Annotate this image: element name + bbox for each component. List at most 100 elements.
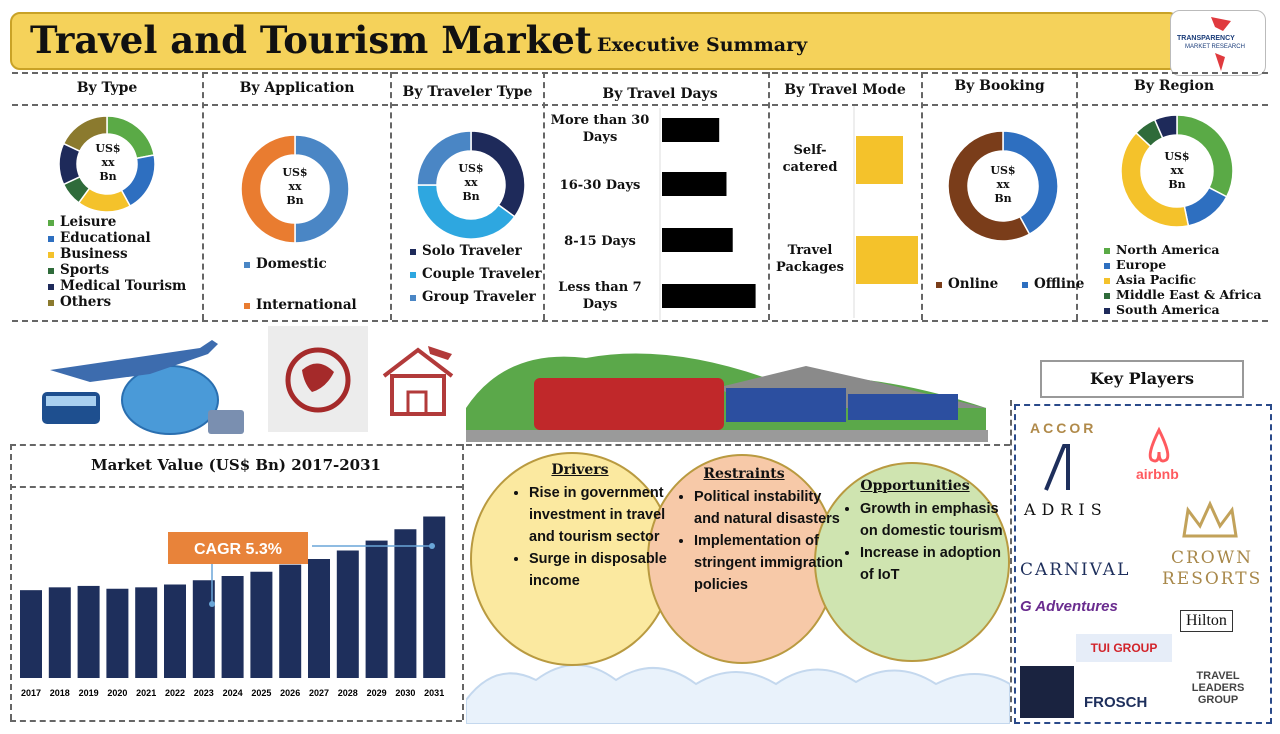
- legend-item: Offline: [1022, 276, 1084, 292]
- type-legend: Leisure Educational Business Sports Medi…: [48, 214, 186, 310]
- airbnb-icon: [1148, 426, 1170, 463]
- legend-item: North America: [1104, 242, 1261, 257]
- divider: [10, 486, 462, 488]
- booking-donut-segments: [947, 130, 1059, 242]
- legend-item: Others: [48, 294, 186, 310]
- restraints-list: Political instability and natural disast…: [672, 486, 844, 596]
- globe-pin-icon: [285, 347, 351, 413]
- legend-item: Leisure: [48, 214, 186, 230]
- donut-center-line: Bn: [286, 194, 304, 207]
- divider: [10, 720, 462, 722]
- donut-slice-offline: [947, 130, 1031, 242]
- legend-label: Sports: [60, 262, 110, 278]
- donut-center-line: US$: [990, 164, 1016, 177]
- legend-item: Couple Traveler: [410, 263, 542, 286]
- cagr-badge: [168, 532, 308, 564]
- legend-item: Educational: [48, 230, 186, 246]
- legend-item: South America: [1104, 302, 1261, 317]
- legend-label: Online: [948, 276, 999, 292]
- logo-mark-icon: [1211, 17, 1231, 31]
- divider: [12, 72, 1268, 74]
- legend-label: Solo Traveler: [422, 243, 522, 259]
- donut-center-line: US$: [282, 166, 308, 179]
- days-bars: [662, 118, 756, 308]
- donut-slice-international: [240, 134, 296, 244]
- legend-swatch: [1104, 292, 1110, 299]
- days-label: Less than 7 Days: [558, 280, 642, 312]
- cagr-label: CAGR 5.3%: [194, 541, 282, 558]
- market-tick-label: 2030: [395, 688, 415, 698]
- restraints-circle: [647, 454, 837, 664]
- region-donut: [1120, 114, 1234, 228]
- donut-center-line: xx: [101, 156, 115, 169]
- divider: [12, 104, 1268, 106]
- section-heading-days: By Travel Days: [602, 86, 718, 102]
- market-bar-chart: 2017 2018 2019 2020 2021 2022 2023 2024 2025 2026…: [20, 516, 446, 698]
- hilton-logo: Hilton: [1180, 610, 1233, 632]
- legend-item: Asia Pacific: [1104, 272, 1261, 287]
- legend-label: Europe: [1116, 257, 1167, 272]
- travel-illustration: [42, 340, 244, 435]
- days-bar: [662, 172, 727, 196]
- days-label: 8-15 Days: [564, 234, 636, 249]
- vacations-logo: [1020, 666, 1074, 718]
- legend-item: International: [244, 297, 357, 313]
- mode-bar-chart: [853, 106, 918, 318]
- opportunities-list: Growth in emphasis on domestic tourism I…: [838, 498, 1010, 586]
- market-bar: [106, 588, 129, 678]
- market-tick-label: 2023: [194, 688, 214, 698]
- frosch-logo: FROSCH: [1084, 694, 1148, 711]
- section-heading-application: By Application: [239, 80, 355, 96]
- market-bar: [250, 571, 273, 678]
- mode-bar: [856, 236, 918, 284]
- market-bar: [221, 576, 244, 678]
- key-players-box: [1014, 404, 1272, 724]
- legend-label: Couple Traveler: [422, 266, 542, 282]
- donut-center-line: xx: [1170, 164, 1184, 177]
- donut-center-line: Bn: [994, 192, 1012, 205]
- market-bars: [20, 516, 446, 678]
- legend-swatch: [410, 294, 416, 301]
- market-chart-title: Market Value (US$ Bn) 2017-2031: [91, 456, 381, 474]
- drivers-title: Drivers: [551, 462, 609, 478]
- legend-label: South America: [1116, 302, 1220, 317]
- page-subtitle: Executive Summary: [597, 34, 808, 56]
- legend-label: International: [256, 297, 357, 313]
- legend-item: Domestic: [244, 256, 327, 272]
- airbnb-logo: airbnb: [1136, 466, 1179, 482]
- legend-label: Educational: [60, 230, 151, 246]
- section-heading-mode: By Travel Mode: [784, 82, 906, 98]
- opportunities-circle: [814, 462, 1010, 662]
- market-tick-label: 2025: [251, 688, 271, 698]
- legend-item: Sports: [48, 262, 186, 278]
- airplane-icon: [50, 340, 218, 382]
- driver-item: Surge in disposable income: [529, 548, 679, 592]
- market-bar: [394, 529, 417, 678]
- accor-logo: ACCOR: [1030, 420, 1097, 436]
- legend-swatch: [1022, 281, 1028, 288]
- legend-label: Middle East & Africa: [1116, 287, 1262, 302]
- legend-swatch: [48, 235, 54, 242]
- region-legend: North America Europe Asia Pacific Middle…: [1104, 242, 1261, 317]
- mode-bars: [856, 136, 918, 284]
- market-tick-label: 2020: [107, 688, 127, 698]
- booking-donut: [947, 130, 1059, 242]
- page-title: Travel and Tourism Market: [30, 18, 592, 62]
- opportunity-item: Increase in adoption of IoT: [860, 542, 1010, 586]
- legend-label: Domestic: [256, 256, 327, 272]
- crown-icon: [1182, 500, 1238, 538]
- legend-label: North America: [1116, 242, 1220, 257]
- legend-item: Online: [936, 276, 998, 292]
- legend-swatch: [244, 302, 250, 309]
- donut-center-line: US$: [1164, 150, 1190, 163]
- legend-label: Group Traveler: [422, 289, 536, 305]
- market-bar: [48, 587, 71, 678]
- donut-center-line: Bn: [99, 170, 117, 183]
- legend-label: Business: [60, 246, 128, 262]
- globe-icon: [122, 366, 218, 434]
- legend-label: Others: [60, 294, 112, 310]
- legend-item: Solo Traveler: [410, 240, 542, 263]
- market-tick-label: 2022: [165, 688, 185, 698]
- donut-slice-south-america: [1153, 114, 1178, 139]
- drivers-list: Rise in government investment in travel …: [507, 482, 679, 592]
